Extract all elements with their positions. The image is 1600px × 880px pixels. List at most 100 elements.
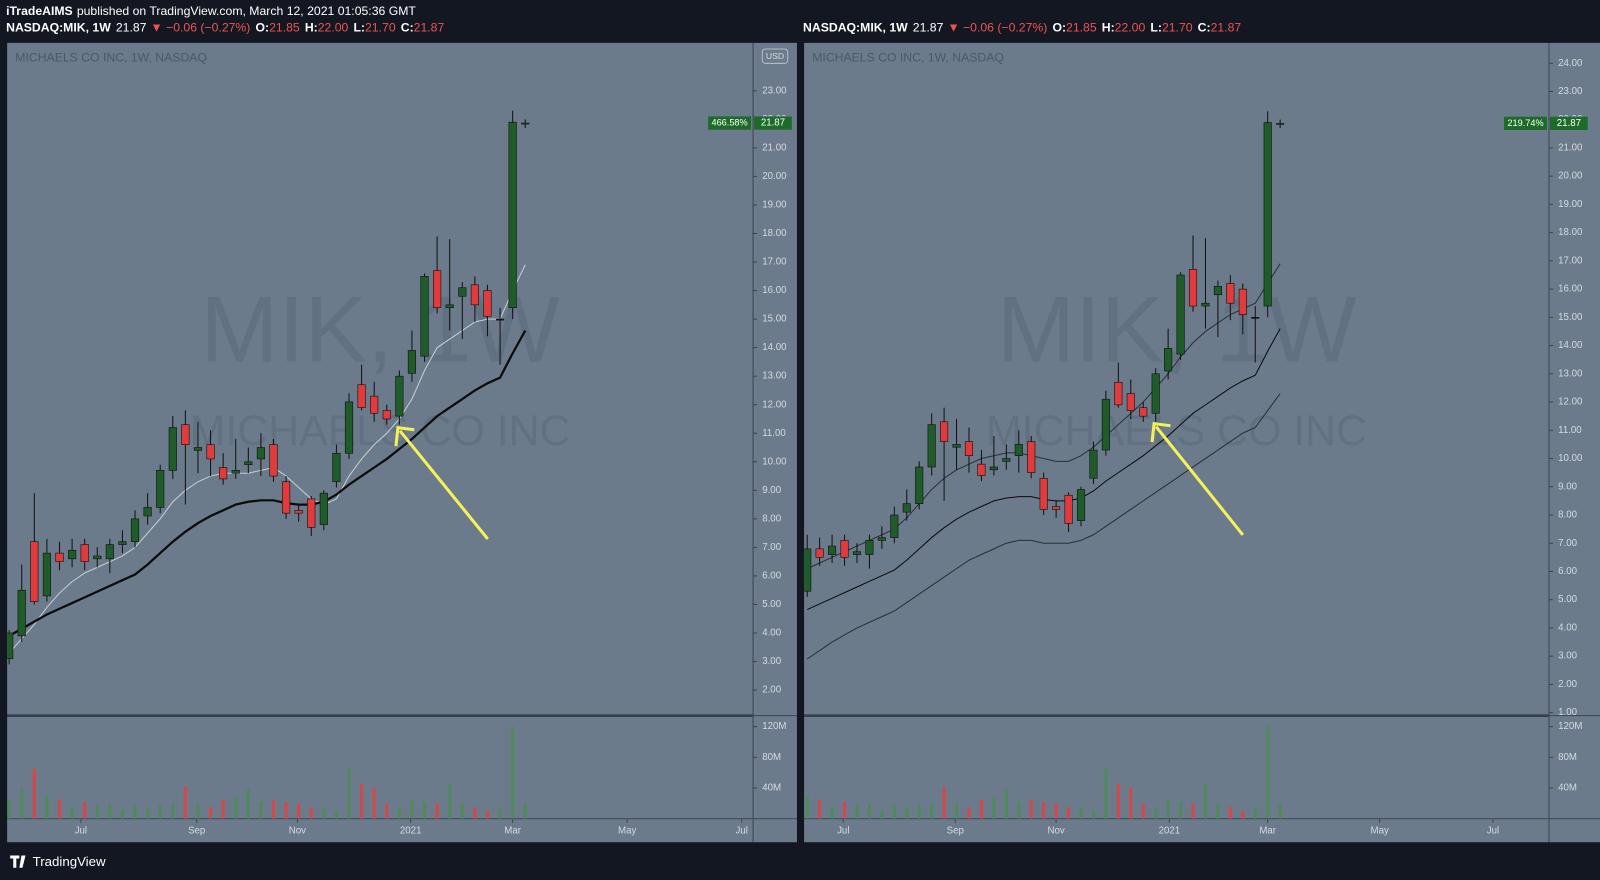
y-tick-label: 12.00 — [1558, 397, 1583, 408]
y-tick-label: 5.00 — [762, 599, 781, 610]
x-tick-label: Jul — [1487, 826, 1499, 837]
chart-panel: NASDAQ:MIK, 1W 21.87 ▼ −0.06 (−0.27%) O:21.… — [803, 21, 1600, 843]
volume-bar — [271, 799, 276, 819]
volume-bar — [1241, 811, 1245, 819]
candle-body — [1076, 489, 1086, 521]
candle-body — [1176, 274, 1185, 355]
volume-bar — [830, 807, 834, 819]
x-tick-label: Sep — [188, 826, 205, 837]
currency-box — [761, 48, 789, 64]
change: ▼ −0.06 (−0.27%) — [948, 21, 1048, 35]
candle-body — [244, 461, 253, 465]
candle-body — [1052, 506, 1061, 510]
price-axis — [753, 42, 797, 843]
x-tick-label: Mar — [1259, 826, 1276, 837]
candle-body — [902, 503, 911, 513]
candle-body — [1276, 123, 1285, 125]
y-tick-label: 23.00 — [762, 85, 787, 96]
volume-bar — [511, 726, 515, 819]
candle-body — [332, 452, 341, 483]
symbol: NASDAQ:MIK, 1W — [6, 21, 111, 35]
volume-bar — [1278, 803, 1282, 819]
arrow — [398, 429, 489, 540]
volume-bar — [1216, 803, 1220, 819]
moving-average — [806, 393, 1281, 660]
candle-body — [130, 518, 140, 542]
candle-body — [1238, 288, 1247, 315]
candle-body — [269, 444, 278, 477]
candle-body — [1164, 348, 1173, 372]
volume-bar — [360, 784, 364, 819]
candle-body — [1151, 373, 1160, 414]
candle-body — [395, 375, 404, 417]
candle-body — [964, 441, 974, 456]
y-tick-label: 19.00 — [762, 200, 787, 211]
volume-bar — [1154, 807, 1158, 819]
volume-bar — [1228, 807, 1232, 819]
volume-bar — [120, 809, 124, 819]
y-tick-label: 13.00 — [1558, 368, 1583, 379]
y-tick-label: 6.00 — [1558, 566, 1577, 577]
y-tick-label: 13.00 — [762, 371, 787, 382]
volume-bar — [1054, 803, 1058, 819]
volume-bar — [1203, 784, 1207, 819]
volume-bar — [334, 811, 338, 819]
quote-value: 21.87 — [414, 21, 445, 35]
volume-bar — [57, 799, 62, 819]
arrow — [1154, 425, 1245, 536]
arrow-head — [1150, 421, 1171, 443]
volume-bar — [843, 801, 847, 819]
x-tick-label: Sep — [947, 826, 964, 837]
last-price-label: 21.87 — [761, 118, 785, 129]
volume-bar — [979, 799, 983, 819]
candle-body — [1002, 458, 1011, 462]
volume-bar — [1141, 803, 1145, 819]
candle-body — [17, 589, 26, 637]
moving-average — [8, 329, 527, 637]
candle-body — [1039, 477, 1048, 510]
volume-bar — [880, 809, 884, 819]
volume-bar — [435, 803, 439, 819]
volume-bar — [183, 786, 187, 819]
volume-bar — [930, 803, 934, 819]
price-pane — [804, 42, 1549, 715]
candle-body — [156, 470, 165, 508]
volume-bar — [1253, 807, 1257, 819]
candle-body — [307, 498, 316, 528]
publisher: iTradeAIMS — [6, 4, 73, 18]
volume-bar — [322, 807, 326, 819]
x-tick-label: Mar — [504, 826, 521, 837]
candle-body — [294, 509, 303, 514]
candle-body — [458, 287, 467, 297]
time-axis — [804, 818, 1549, 843]
y-tick-label: 9.00 — [1558, 481, 1577, 492]
y-tick-label: 17.00 — [1558, 255, 1583, 266]
y-tick-label: 19.00 — [1558, 199, 1583, 210]
volume-pane — [7, 716, 754, 819]
x-tick-label: Jul — [736, 826, 748, 837]
y-tick-label: 6.00 — [762, 570, 781, 581]
x-tick-label: May — [618, 826, 636, 837]
volume-bar — [1116, 784, 1120, 819]
candle-body — [1188, 269, 1198, 307]
watermark-subtitle: MICHAELS CO INC — [190, 407, 571, 455]
volume-bar — [818, 799, 822, 819]
volume-bar — [1029, 799, 1033, 819]
panels: NASDAQ:MIK, 1W 21.87 ▼ −0.06 (−0.27%) O:21.… — [6, 21, 1600, 843]
candle-body — [1101, 398, 1110, 451]
logo — [10, 855, 26, 868]
y-tick-label: 21.00 — [762, 142, 787, 153]
pane-title: MICHAELS CO INC, 1W, NASDAQ — [15, 50, 207, 64]
volume-bar — [423, 801, 427, 819]
candle-body — [1089, 449, 1098, 479]
y-tick-label: 3.00 — [762, 656, 781, 667]
volume-tick-label: 120M — [1558, 721, 1582, 732]
candle-body — [852, 551, 862, 555]
candle-body — [1014, 444, 1023, 456]
x-tick-label: Nov — [1047, 826, 1064, 837]
candle-body — [1126, 393, 1135, 411]
y-tick-label: 8.00 — [762, 513, 781, 524]
y-tick-label: 2.00 — [762, 685, 781, 696]
volume-tick-label: 80M — [1558, 752, 1577, 763]
